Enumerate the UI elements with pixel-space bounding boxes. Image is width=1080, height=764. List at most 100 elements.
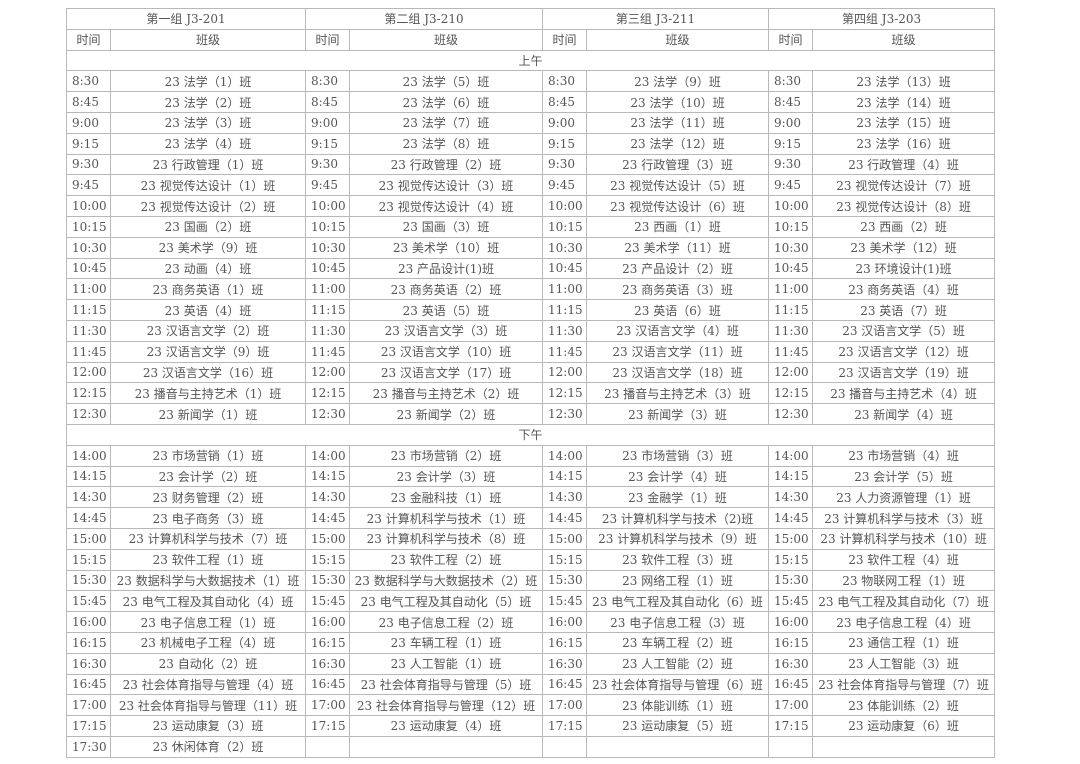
class-cell: 23 商务英语（2）班 xyxy=(349,278,544,301)
time-cell: 14:00 xyxy=(768,444,814,467)
class-cell: 23 计算机科学与技术（1）班 xyxy=(349,507,544,529)
class-cell: 23 法学（16）班 xyxy=(812,132,996,155)
table-row: 15:15 23 软件工程（1）班 15:15 23 软件工程（2）班 15:15 23 … xyxy=(66,548,996,571)
time-cell: 9:45 xyxy=(768,174,814,197)
time-cell: 15:15 xyxy=(542,548,588,571)
class-cell: 23 计算机科学与技术（2)班 xyxy=(586,507,770,529)
time-cell: 8:45 xyxy=(305,91,351,113)
time-cell: 10:45 xyxy=(542,257,588,280)
time-cell: 10:45 xyxy=(768,257,814,280)
table-row: 10:45 23 动画（4）班 10:45 23 产品设计(1)班 10:45 23 产品… xyxy=(66,257,996,280)
class-cell xyxy=(349,735,544,758)
section-row: 下午 xyxy=(65,423,996,446)
class-cell: 23 西画（1）班 xyxy=(586,215,770,238)
time-cell: 14:15 xyxy=(768,465,814,488)
time-cell: 10:15 xyxy=(305,215,351,238)
time-cell: 16:30 xyxy=(66,652,111,675)
table-row: 11:15 23 英语（4）班 11:15 23 英语（5）班 11:15 23 英语（6… xyxy=(66,299,996,321)
time-cell: 11:45 xyxy=(305,340,351,363)
time-cell: 17:15 xyxy=(768,715,814,737)
time-cell: 10:15 xyxy=(542,215,588,238)
time-cell: 9:30 xyxy=(66,153,111,176)
class-cell: 23 法学（14）班 xyxy=(812,91,996,113)
time-cell: 16:15 xyxy=(66,631,111,654)
class-cell: 23 软件工程（3）班 xyxy=(586,548,770,571)
class-cell: 23 英语（7）班 xyxy=(812,299,996,321)
class-cell: 23 运动康复（5）班 xyxy=(586,715,770,737)
class-cell: 23 电气工程及其自动化（7）班 xyxy=(812,590,996,613)
class-cell: 23 会计学（4）班 xyxy=(586,465,770,488)
time-cell: 11:30 xyxy=(66,319,111,342)
time-cell: 14:15 xyxy=(66,465,111,488)
time-cell: 14:45 xyxy=(66,507,111,529)
time-cell: 12:15 xyxy=(66,382,111,405)
time-header: 时间 xyxy=(305,28,351,51)
time-cell: 11:15 xyxy=(542,299,588,321)
class-cell: 23 法学（8）班 xyxy=(349,132,544,155)
class-header: 班级 xyxy=(586,28,770,51)
time-cell: 16:30 xyxy=(542,652,588,675)
time-cell: 15:00 xyxy=(542,527,588,550)
class-cell: 23 汉语言文学（16）班 xyxy=(109,361,307,384)
table-row: 12:30 23 新闻学（1）班 12:30 23 新闻学（2）班 12:30 23 新闻… xyxy=(66,403,996,425)
time-cell: 8:30 xyxy=(542,70,588,93)
group-header: 第三组 J3-211 xyxy=(542,8,770,30)
time-cell: 11:00 xyxy=(305,278,351,301)
section-row: 上午 xyxy=(65,49,996,72)
time-cell: 8:45 xyxy=(66,91,111,113)
class-cell: 23 法学（11）班 xyxy=(586,111,770,134)
time-cell: 17:15 xyxy=(66,715,111,737)
time-cell: 14:30 xyxy=(66,486,111,509)
class-cell: 23 电子信息工程（3）班 xyxy=(586,611,770,633)
time-cell: 11:15 xyxy=(305,299,351,321)
time-cell: 8:30 xyxy=(66,70,111,93)
class-cell: 23 新闻学（4）班 xyxy=(812,403,996,425)
class-cell: 23 视觉传达设计（6）班 xyxy=(586,195,770,217)
class-cell: 23 会计学（3）班 xyxy=(349,465,544,488)
table-row: 15:00 23 计算机科学与技术（7）班 15:00 23 计算机科学与技术（8）班… xyxy=(66,527,996,550)
class-cell: 23 市场营销（4）班 xyxy=(812,444,996,467)
class-cell: 23 汉语言文学（12）班 xyxy=(812,340,996,363)
class-cell: 23 社会体育指导与管理（6）班 xyxy=(586,673,770,696)
class-cell: 23 播音与主持艺术（3）班 xyxy=(586,382,770,405)
class-cell: 23 网络工程（1）班 xyxy=(586,569,770,592)
class-cell: 23 汉语言文学（10）班 xyxy=(349,340,544,363)
time-cell: 14:15 xyxy=(305,465,351,488)
class-cell: 23 软件工程（1）班 xyxy=(109,548,307,571)
time-cell: 16:45 xyxy=(305,673,351,696)
time-cell: 14:30 xyxy=(768,486,814,509)
schedule-table: 第一组 J3-201 第二组 J3-210 第三组 J3-211 第四组 J3-203… xyxy=(65,8,996,758)
time-cell: 15:30 xyxy=(768,569,814,592)
time-cell: 12:30 xyxy=(305,403,351,425)
class-cell: 23 法学（10）班 xyxy=(586,91,770,113)
time-cell: 10:30 xyxy=(768,236,814,259)
table-row: 11:00 23 商务英语（1）班 11:00 23 商务英语（2）班 11:00 23 … xyxy=(66,278,996,301)
time-cell: 10:45 xyxy=(305,257,351,280)
class-cell: 23 产品设计(1)班 xyxy=(349,257,544,280)
class-cell: 23 行政管理（2）班 xyxy=(349,153,544,176)
time-cell: 10:00 xyxy=(305,195,351,217)
time-cell: 17:00 xyxy=(542,694,588,717)
class-cell: 23 播音与主持艺术（1）班 xyxy=(109,382,307,405)
class-cell: 23 金融科技（1）班 xyxy=(349,486,544,509)
class-cell: 23 体能训练（1）班 xyxy=(586,694,770,717)
time-cell: 10:00 xyxy=(542,195,588,217)
time-cell: 16:15 xyxy=(305,631,351,654)
time-cell xyxy=(768,735,814,758)
group-header: 第一组 J3-201 xyxy=(65,8,307,30)
time-cell: 14:00 xyxy=(66,444,111,467)
time-cell: 17:15 xyxy=(305,715,351,737)
time-cell: 14:45 xyxy=(305,507,351,529)
class-cell: 23 汉语言文学（9）班 xyxy=(109,340,307,363)
time-cell: 10:15 xyxy=(66,215,111,238)
time-cell: 16:30 xyxy=(768,652,814,675)
time-cell: 10:00 xyxy=(66,195,111,217)
class-cell: 23 人工智能（1）班 xyxy=(349,652,544,675)
class-cell: 23 汉语言文学（4）班 xyxy=(586,319,770,342)
table-row: 17:00 23 社会体育指导与管理（11）班 17:00 23 社会体育指导与管理（… xyxy=(66,694,996,717)
time-cell: 9:15 xyxy=(305,132,351,155)
class-cell: 23 产品设计（2）班 xyxy=(586,257,770,280)
time-cell: 17:15 xyxy=(542,715,588,737)
time-cell: 16:00 xyxy=(542,611,588,633)
class-cell: 23 美术学（11）班 xyxy=(586,236,770,259)
